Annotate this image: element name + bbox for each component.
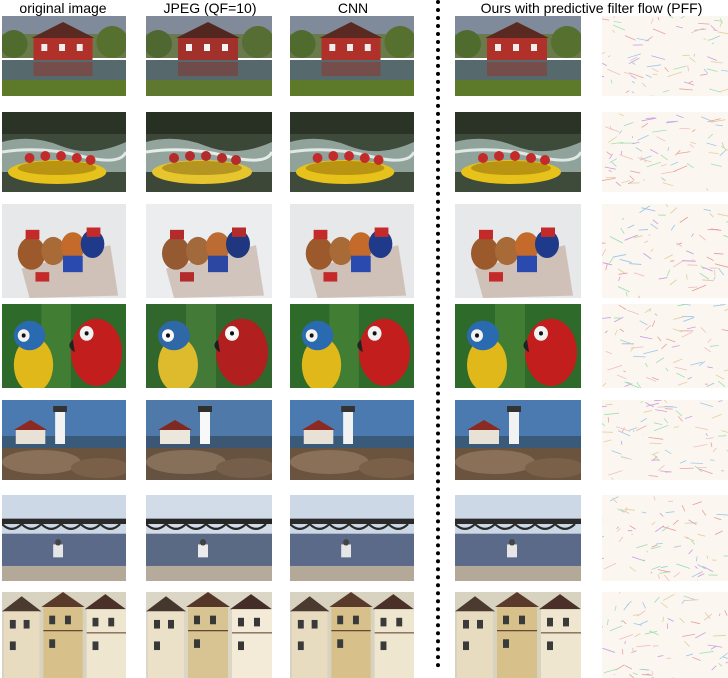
thumb-lighthouse-pff-output	[455, 400, 581, 480]
thumb-macaws-cnn	[290, 304, 414, 388]
thumb-timber-houses-original	[2, 592, 126, 678]
thumb-macaws-pff-output	[455, 304, 581, 388]
thumb-red-barn-filter-flow-map	[602, 16, 728, 96]
thumb-river-rafting-filter-flow-map	[602, 112, 728, 192]
thumb-river-rafting-cnn	[290, 112, 414, 192]
thumb-bridge-original	[2, 495, 126, 581]
thumb-stuffed-toys-pff-output	[455, 204, 581, 298]
thumb-red-barn-cnn	[290, 16, 414, 96]
thumb-timber-houses-pff-output	[455, 592, 581, 678]
thumb-lighthouse-jpeg	[146, 400, 272, 480]
thumb-lighthouse-cnn	[290, 400, 414, 480]
thumb-timber-houses-filter-flow-map	[602, 592, 728, 678]
thumb-bridge-jpeg	[146, 495, 272, 581]
column-divider	[436, 0, 440, 668]
thumb-river-rafting-jpeg	[146, 112, 272, 192]
thumb-stuffed-toys-jpeg	[146, 204, 272, 298]
thumb-stuffed-toys-cnn	[290, 204, 414, 298]
thumb-lighthouse-filter-flow-map	[602, 400, 728, 480]
thumb-river-rafting-pff-output	[455, 112, 581, 192]
thumb-timber-houses-cnn	[290, 592, 414, 678]
thumb-macaws-filter-flow-map	[602, 304, 728, 388]
thumb-timber-houses-jpeg	[146, 592, 272, 678]
thumb-stuffed-toys-filter-flow-map	[602, 204, 728, 298]
header-original: original image	[0, 0, 126, 16]
thumb-red-barn-original	[2, 16, 126, 96]
thumb-red-barn-pff-output	[455, 16, 581, 96]
thumb-macaws-original	[2, 304, 126, 388]
thumb-lighthouse-original	[2, 400, 126, 480]
thumb-red-barn-jpeg	[146, 16, 272, 96]
thumb-stuffed-toys-original	[2, 204, 126, 298]
thumb-bridge-cnn	[290, 495, 414, 581]
header-jpeg: JPEG (QF=10)	[143, 0, 277, 16]
thumb-bridge-filter-flow-map	[602, 495, 728, 581]
header-cnn: CNN	[288, 0, 418, 16]
thumb-macaws-jpeg	[146, 304, 272, 388]
thumb-bridge-pff-output	[455, 495, 581, 581]
thumb-river-rafting-original	[2, 112, 126, 192]
header-ours: Ours with predictive filter flow (PFF)	[455, 0, 728, 16]
